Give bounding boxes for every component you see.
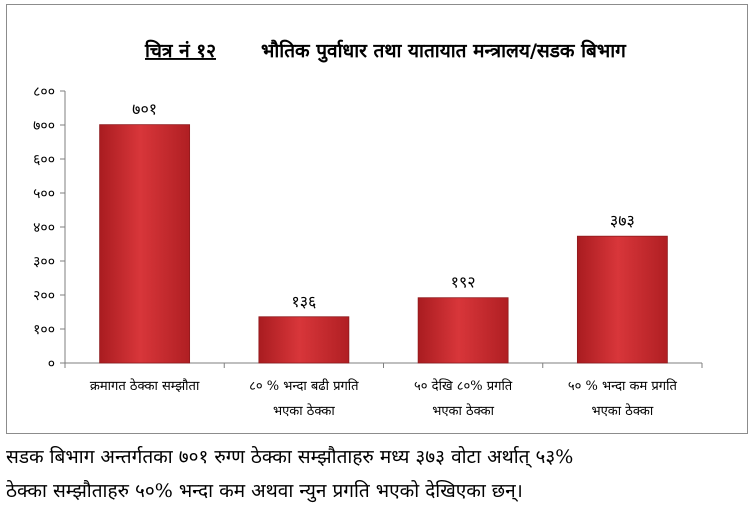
- chart-frame: चित्र नं १२ भौतिक पुर्वाधार तथा यातायात …: [6, 4, 748, 434]
- caption-line-2: ठेक्का सम्झौताहरु ५०% भन्दा कम अथवा न्यु…: [6, 480, 523, 502]
- data-label: १९२: [451, 273, 476, 292]
- x-tick-label: भएका ठेक्का: [432, 403, 494, 419]
- y-tick-label: ३००: [33, 254, 55, 270]
- y-tick-label: ८००: [33, 84, 55, 100]
- x-tick-label: ५० % भन्दा कम प्रगति: [568, 378, 678, 394]
- y-tick-label: ७००: [33, 118, 55, 134]
- x-tick-label: ५० देखि ८०% प्रगति: [414, 378, 513, 394]
- y-tick-label: ०: [48, 356, 55, 372]
- chart-title: भौतिक पुर्वाधार तथा यातायात मन्त्रालय/सड…: [261, 39, 627, 63]
- bar: [99, 124, 191, 364]
- y-tick-label: ५००: [33, 186, 55, 202]
- x-tick-label: क्रमागत ठेक्का सम्झौता: [90, 378, 200, 394]
- data-label: ३७३: [610, 211, 635, 230]
- data-label: १३६: [291, 292, 316, 311]
- y-tick-label: ४००: [33, 220, 55, 236]
- data-label: ७०१: [132, 100, 157, 119]
- bar: [417, 297, 509, 364]
- x-tick-label: ८० % भन्दा बढी प्रगति: [249, 378, 359, 394]
- bar-chart: चित्र नं १२ भौतिक पुर्वाधार तथा यातायात …: [33, 39, 703, 419]
- x-tick-label: भएका ठेक्का: [591, 403, 653, 419]
- y-tick-label: २००: [33, 288, 55, 304]
- chart-title-label: चित्र नं १२: [144, 39, 216, 62]
- x-tick-label: भएका ठेक्का: [273, 403, 335, 419]
- bar: [258, 316, 350, 364]
- y-tick-label: १००: [33, 322, 55, 338]
- bar: [576, 235, 668, 364]
- y-tick-label: ६००: [33, 152, 55, 168]
- caption-line-1: सडक बिभाग अन्तर्गतका ७०१ रुग्ण ठेक्का सम…: [6, 446, 574, 468]
